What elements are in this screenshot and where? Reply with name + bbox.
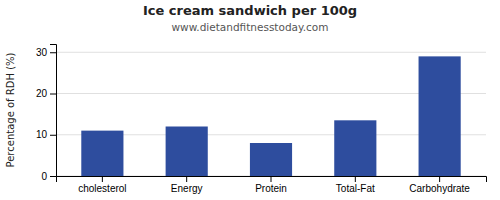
- x-tick-mark: [102, 176, 103, 182]
- x-axis-line: [57, 177, 487, 183]
- y-tick: 30: [36, 47, 56, 58]
- grid: [56, 52, 486, 176]
- x-tick-label: Protein: [255, 183, 287, 194]
- x-tick-mark: [355, 176, 356, 182]
- y-axis-title: Percentage of RDH (%): [5, 52, 16, 167]
- x-axis: cholesterol Energy Protein Total-Fat Carbohy…: [57, 176, 487, 194]
- y-tick-label: 10: [36, 129, 48, 140]
- x-tick: Energy: [171, 176, 203, 194]
- y-axis: 0 10 20 30: [36, 45, 57, 182]
- y-tick-mark: [50, 94, 56, 95]
- bar: [81, 131, 123, 176]
- grid-line: [56, 52, 486, 53]
- x-tick-label: cholesterol: [78, 183, 126, 194]
- title: Ice cream sandwich per 100g: [143, 3, 357, 18]
- x-tick-label: Carbohydrate: [409, 183, 470, 194]
- x-tick: Protein: [255, 176, 287, 194]
- y-tick-mark: [50, 52, 56, 53]
- chart-container: Ice cream sandwich per 100g www.dietandfi…: [0, 0, 500, 200]
- bar: [250, 143, 292, 176]
- y-tick-mark: [50, 176, 56, 177]
- y-tick-mark: [50, 135, 56, 136]
- y-tick: 10: [36, 129, 56, 140]
- x-tick-mark: [186, 176, 187, 182]
- y-tick: 0: [41, 171, 56, 182]
- bars: [81, 56, 460, 176]
- chart: Ice cream sandwich per 100g www.dietandfi…: [0, 0, 500, 200]
- x-tick: cholesterol: [78, 176, 126, 194]
- y-tick-label: 0: [41, 171, 47, 182]
- bar: [419, 56, 461, 176]
- plot: 0 10 20 30 cholesterol Energy Protein Total-Fat…: [36, 45, 487, 195]
- y-tick-label: 30: [36, 47, 48, 58]
- x-tick-label: Energy: [171, 183, 203, 194]
- y-tick: 20: [36, 88, 56, 99]
- x-tick-mark: [439, 176, 440, 182]
- x-tick-mark: [271, 176, 272, 182]
- bar: [334, 120, 376, 176]
- y-axis-line: [50, 45, 57, 177]
- x-tick: Carbohydrate: [409, 176, 470, 194]
- bar: [166, 127, 208, 177]
- x-tick: Total-Fat: [336, 176, 375, 194]
- y-tick-label: 20: [36, 88, 48, 99]
- subtitle: www.dietandfitnesstoday.com: [172, 21, 329, 33]
- x-tick-label: Total-Fat: [336, 183, 375, 194]
